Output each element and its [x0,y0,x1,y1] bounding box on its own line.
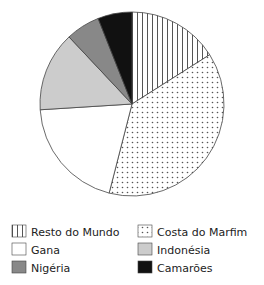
legend: Resto do Mundo Costa do Marfim Gana Indonés… [12,225,247,275]
chart: Resto do Mundo Costa do Marfim Gana Indonés… [0,0,264,285]
legend-label: Indonésia [157,244,210,257]
legend-swatch [138,225,152,237]
legend-label: Nigéria [31,262,70,275]
pie [40,12,224,196]
legend-swatch [12,261,26,273]
legend-label: Camarões [157,262,213,275]
pie-slice [98,12,132,104]
legend-swatch [12,225,26,237]
legend-label: Gana [31,244,60,257]
legend-swatch [138,261,152,273]
legend-swatch [138,243,152,255]
legend-label: Costa do Marfim [157,226,247,239]
legend-label: Resto do Mundo [31,226,120,239]
legend-swatch [12,243,26,255]
pie-slice [40,104,132,193]
